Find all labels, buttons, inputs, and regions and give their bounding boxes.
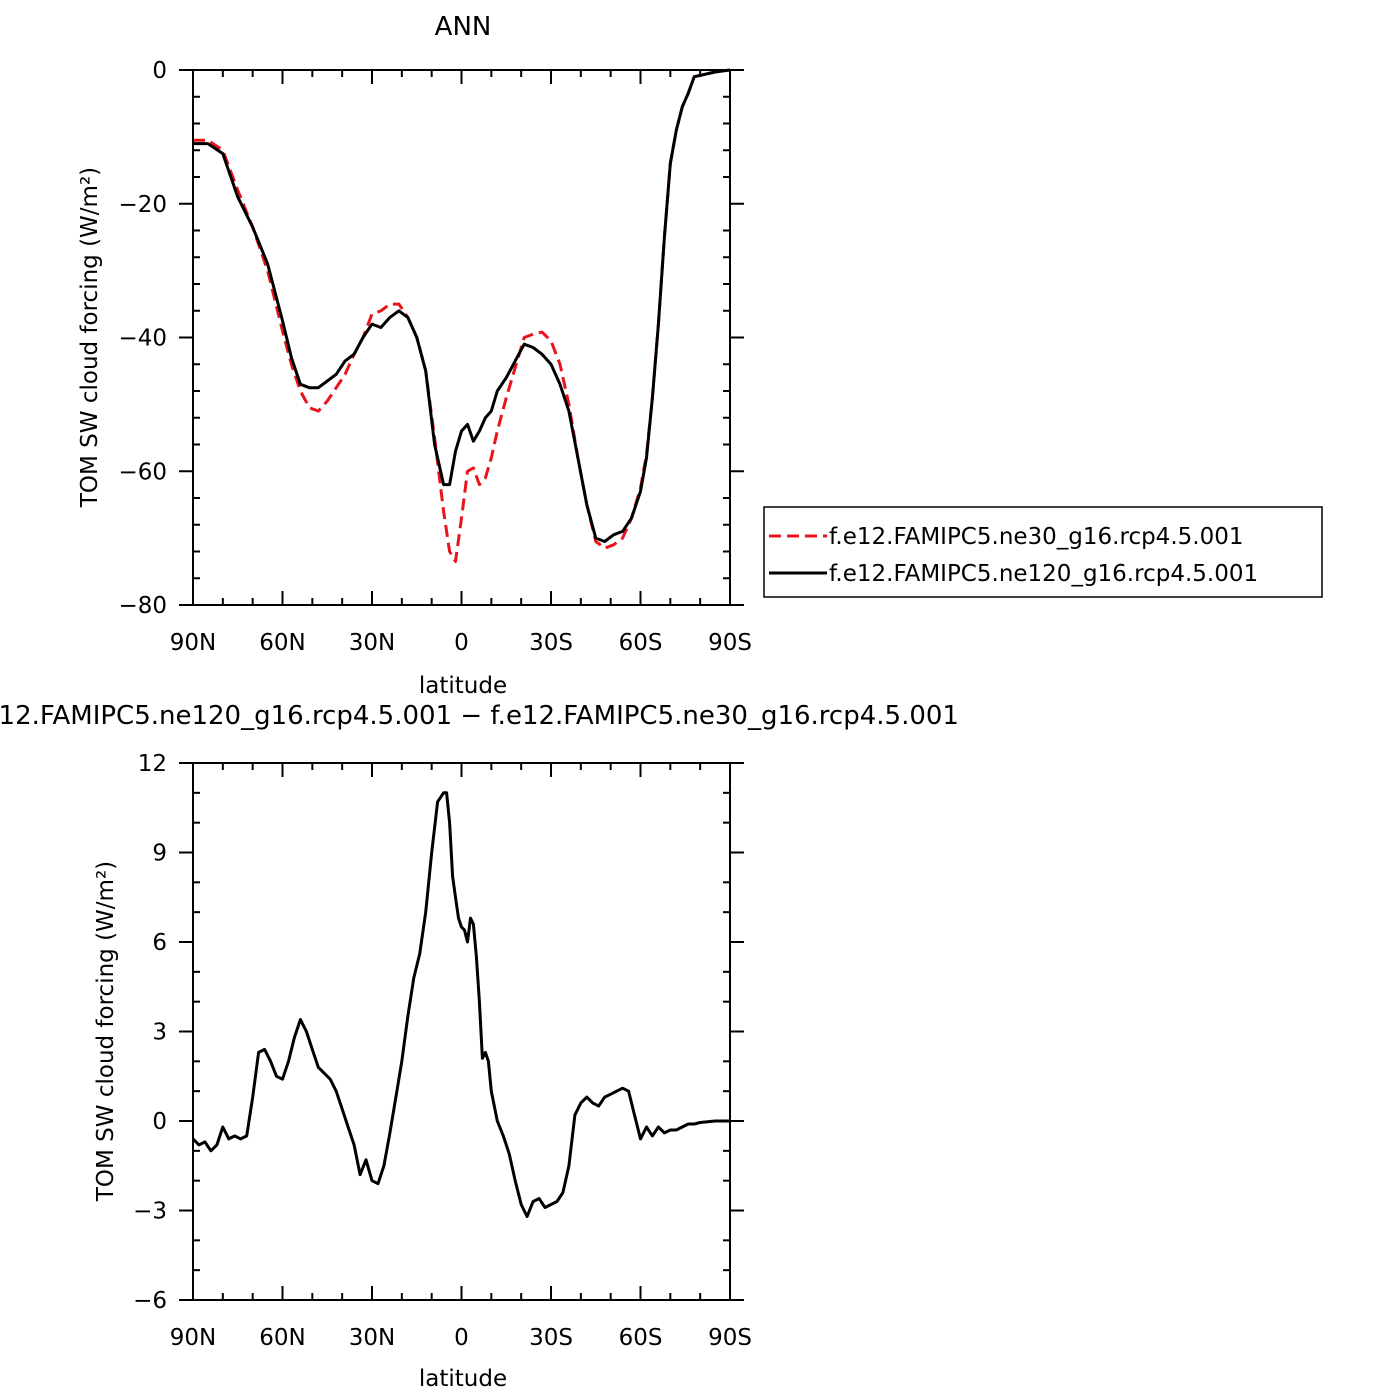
x-tick-label: 60N [259,630,305,656]
y-tick-label: −20 [118,192,167,218]
x-tick-label: 30S [529,630,573,656]
bottom-plot-frame [192,762,731,1301]
x-tick-label: 30N [349,1325,395,1351]
x-tick-label: 90N [170,630,216,656]
y-tick-label: −6 [133,1288,167,1314]
top-x-ticks: 90N 60N 30N 0 30S 60S 90S [170,70,752,656]
bottom-panel: f.e12.FAMIPC5.ne120_g16.rcp4.5.001 − f.e… [0,701,959,1392]
y-tick-label: 0 [152,58,167,84]
x-tick-label: 30N [349,630,395,656]
x-tick-label: 0 [454,1325,469,1351]
y-tick-label: 0 [152,1109,167,1135]
y-tick-label: −60 [118,459,167,485]
top-series-lines [193,68,731,563]
bottom-series-lines [191,791,730,1218]
y-tick-label: −40 [118,326,167,352]
bottom-y-axis-title: TOM SW cloud forcing (W/m²) [93,861,119,1202]
top-x-axis-title: latitude [419,673,507,699]
series-line-2 [193,68,731,543]
series-line-1 [193,68,731,563]
legend-label-ne30: f.e12.FAMIPC5.ne30_g16.rcp4.5.001 [829,524,1243,550]
y-tick-label: 3 [152,1020,167,1046]
series-line-1 [191,791,730,1218]
x-tick-label: 90S [708,630,752,656]
x-tick-label: 0 [454,630,469,656]
top-chart-title: ANN [435,12,492,42]
legend-box [763,506,1323,598]
x-tick-label: 30S [529,1325,573,1351]
y-tick-label: 9 [152,841,167,867]
bottom-x-ticks: 90N 60N 30N 0 30S 60S 90S [170,763,752,1351]
bottom-x-axis-title: latitude [419,1366,507,1392]
top-y-ticks: 0 −20 −40 −60 −80 [118,58,744,619]
top-y-axis-title: TOM SW cloud forcing (W/m²) [77,167,103,508]
bottom-chart-title: f.e12.FAMIPC5.ne120_g16.rcp4.5.001 − f.e… [0,701,959,731]
y-tick-label: −80 [118,593,167,619]
top-panel: ANN 90N 60N 30N 0 30S 60S 90S 0 −20 −40 −60 −80 la… [77,12,1323,699]
legend: f.e12.FAMIPC5.ne30_g16.rcp4.5.001 f.e12.… [763,506,1323,598]
y-tick-label: 6 [152,930,167,956]
x-tick-label: 60S [619,630,663,656]
x-tick-label: 90S [708,1325,752,1351]
x-tick-label: 60N [259,1325,305,1351]
legend-label-ne120: f.e12.FAMIPC5.ne120_g16.rcp4.5.001 [829,561,1258,587]
y-tick-label: 12 [138,751,167,777]
bottom-y-ticks: 12 9 6 3 0 −3 −6 [133,751,744,1314]
y-tick-label: −3 [133,1199,167,1225]
x-tick-label: 90N [170,1325,216,1351]
x-tick-label: 60S [619,1325,663,1351]
